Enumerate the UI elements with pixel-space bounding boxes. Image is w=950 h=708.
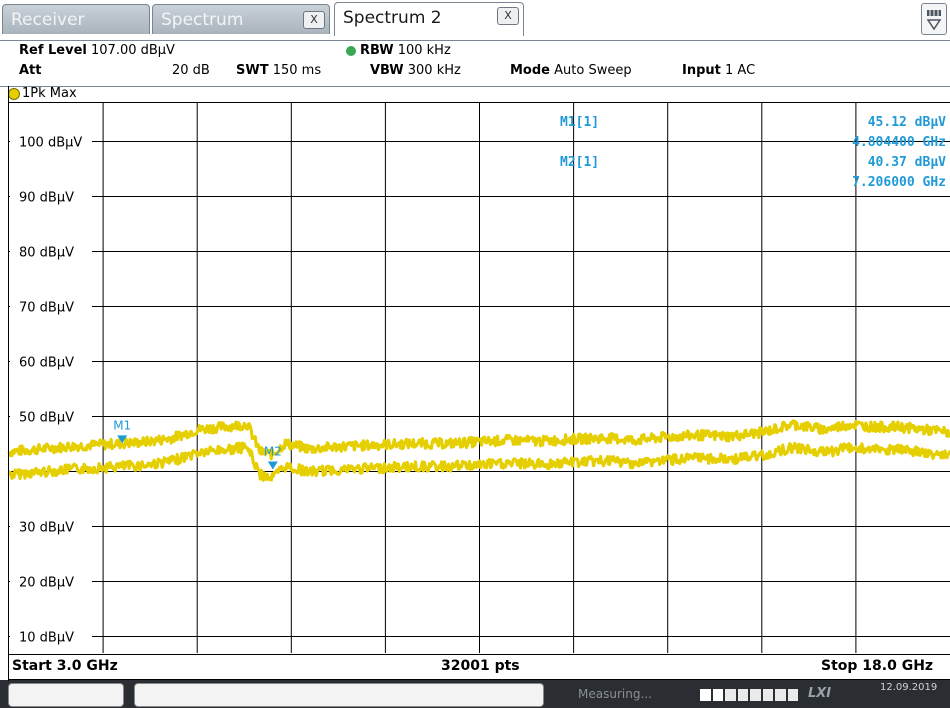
diagram-left-border bbox=[8, 86, 9, 681]
y-tick-label-background bbox=[10, 572, 92, 587]
y-tick-label: 90 dBµV bbox=[19, 191, 74, 206]
y-tick-label: 70 dBµV bbox=[19, 301, 74, 316]
marker-info: M1[1] 45.12 dBµV 4.804400 GHz M2[1] 40.3… bbox=[560, 115, 946, 190]
marker-2-triangle[interactable] bbox=[267, 461, 278, 470]
att-label: Att bbox=[19, 63, 42, 78]
tab-receiver[interactable]: Receiver bbox=[2, 4, 150, 34]
close-icon[interactable]: X bbox=[303, 11, 325, 29]
y-tick-label-background bbox=[10, 132, 92, 147]
tab-spectrum-2-label: Spectrum 2 bbox=[343, 8, 442, 28]
y-tick-label-background bbox=[10, 627, 92, 642]
y-tick-label: 30 dBµV bbox=[19, 521, 74, 536]
tab-spectrum[interactable]: Spectrum X bbox=[152, 4, 330, 34]
y-tick-label: 60 dBµV bbox=[19, 356, 74, 371]
close-icon[interactable]: X bbox=[497, 7, 519, 25]
trace-label[interactable]: 1Pk Max bbox=[22, 86, 77, 101]
marker-2-level: 40.37 dBµV bbox=[868, 155, 946, 170]
marker-1-frequency: 4.804400 GHz bbox=[852, 135, 946, 150]
y-tick-label: 100 dBµV bbox=[19, 136, 82, 151]
input-label: Input bbox=[682, 63, 721, 78]
marker-2-label[interactable]: M2[1] bbox=[560, 155, 599, 170]
trace-1 bbox=[7, 419, 950, 482]
tab-spectrum-2[interactable]: Spectrum 2 X bbox=[334, 2, 524, 36]
input-value[interactable]: 1 AC bbox=[725, 63, 756, 78]
marker-1-tag[interactable]: M1 bbox=[113, 418, 131, 432]
y-tick-label-background bbox=[10, 407, 92, 422]
ref-level-label: Ref Level bbox=[19, 43, 87, 58]
trace-label-row: 1Pk Max bbox=[8, 86, 950, 103]
measuring-status: Measuring... bbox=[578, 687, 652, 701]
rbw-value[interactable]: 100 kHz bbox=[397, 43, 451, 58]
sweep-points[interactable]: 32001 pts bbox=[441, 658, 520, 674]
mode-label: Mode bbox=[510, 63, 550, 78]
menu-icon[interactable] bbox=[921, 3, 947, 35]
swt-value[interactable]: 150 ms bbox=[272, 63, 322, 78]
marker-1-level: 45.12 dBµV bbox=[868, 115, 946, 130]
markers[interactable]: M1 M2 bbox=[113, 418, 282, 470]
y-tick-label: 80 dBµV bbox=[19, 246, 74, 261]
mode-value[interactable]: Auto Sweep bbox=[554, 63, 632, 78]
y-tick-label-background bbox=[10, 297, 92, 312]
rbw-label: RBW bbox=[360, 43, 394, 58]
trace-1-line bbox=[7, 419, 950, 482]
vbw-value[interactable]: 300 kHz bbox=[407, 63, 461, 78]
start-frequency[interactable]: Start 3.0 GHz bbox=[12, 658, 118, 674]
y-tick-label-background bbox=[10, 517, 92, 532]
status-bar: Measuring... LXI 12.09.2019 bbox=[0, 680, 950, 708]
vbw-label: VBW bbox=[370, 63, 404, 78]
ref-level-value[interactable]: 107.00 dBµV bbox=[91, 43, 175, 58]
settings-panel: Ref Level 107.00 dBµV Att 20 dB SWT 150 … bbox=[0, 40, 950, 87]
marker-2-tag[interactable]: M2 bbox=[264, 444, 282, 458]
tab-spectrum-label: Spectrum bbox=[161, 10, 244, 30]
y-tick-label: 50 dBµV bbox=[19, 411, 74, 426]
y-tick-label: 10 dBµV bbox=[19, 631, 74, 646]
rbw-status-icon bbox=[346, 45, 356, 56]
sweep-progress-bar bbox=[700, 689, 798, 701]
lxi-logo: LXI bbox=[808, 686, 832, 701]
tab-bar: Receiver Spectrum X Spectrum 2 X bbox=[0, 0, 950, 40]
marker-2-frequency: 7.206000 GHz bbox=[852, 175, 946, 190]
marker-1-triangle[interactable] bbox=[117, 435, 128, 444]
frequency-footer: Start 3.0 GHz 32001 pts Stop 18.0 GHz bbox=[8, 654, 950, 680]
tab-receiver-label: Receiver bbox=[11, 10, 85, 30]
y-tick-label: 20 dBµV bbox=[19, 576, 74, 591]
swt-label: SWT bbox=[236, 63, 269, 78]
status-date: 12.09.2019 bbox=[880, 682, 938, 693]
softkey-box-main[interactable] bbox=[134, 683, 544, 707]
y-tick-label-background bbox=[10, 187, 92, 202]
y-tick-label-background bbox=[10, 352, 92, 367]
att-value[interactable]: 20 dB bbox=[172, 63, 210, 78]
softkey-box-left[interactable] bbox=[8, 683, 124, 707]
stop-frequency[interactable]: Stop 18.0 GHz bbox=[821, 658, 934, 674]
y-tick-label-background bbox=[10, 242, 92, 257]
marker-1-label[interactable]: M1[1] bbox=[560, 115, 599, 130]
y-axis-labels: 100 dBµV 90 dBµV 80 dBµV 70 dBµV 60 dBµV 50 d… bbox=[10, 132, 92, 646]
grid bbox=[9, 103, 950, 653]
